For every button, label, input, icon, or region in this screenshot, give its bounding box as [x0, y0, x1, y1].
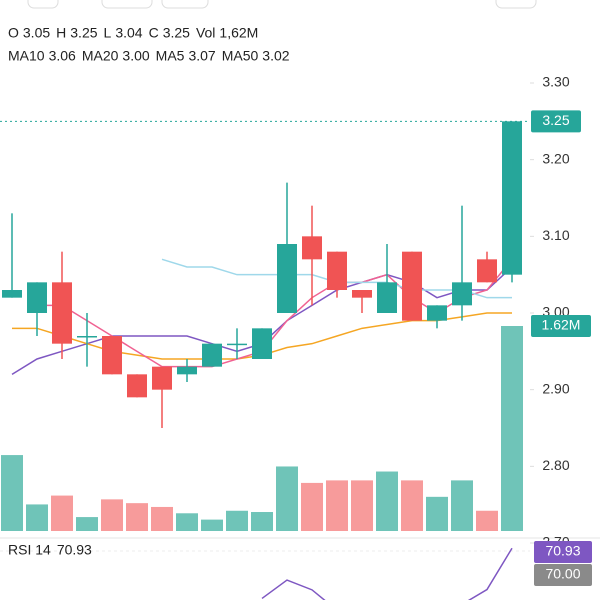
- ohlc-header: O 3.05 H 3.25 L 3.04 C 3.25 Vol 1,62M: [8, 25, 258, 41]
- volume-bar: [401, 480, 423, 531]
- volume-bar: [426, 496, 448, 531]
- candle-body: [27, 282, 47, 313]
- volume-bar: [251, 512, 273, 531]
- candle-body: [502, 121, 522, 275]
- volume-bar: [451, 480, 473, 531]
- volume-bar: [226, 510, 248, 531]
- legend-text: H: [56, 25, 66, 41]
- legend-text: MA20: [82, 48, 119, 64]
- toolbar-button[interactable]: [101, 0, 153, 9]
- candle-body: [427, 305, 447, 321]
- rsi-value: 70.93: [57, 542, 92, 558]
- volume-bar: [301, 482, 323, 531]
- legend-text: MA10: [8, 48, 45, 64]
- volume-bar: [376, 471, 398, 531]
- candle-body: [477, 259, 497, 283]
- legend-text: L: [104, 25, 112, 41]
- rsi-level-badge: [534, 564, 592, 586]
- volume-bar: [76, 517, 98, 531]
- candle-body: [102, 336, 122, 375]
- volume-bar: [151, 506, 173, 531]
- volume-bar: [326, 480, 348, 531]
- volume-bar: [26, 504, 48, 531]
- candle-body: [277, 244, 297, 313]
- ma-legend: MA10 3.06 MA20 3.00 MA5 3.07 MA50 3.02: [8, 48, 290, 64]
- volume-bar: [101, 499, 123, 531]
- candle-body: [452, 282, 472, 306]
- candle-body: [202, 343, 222, 367]
- volume: [1, 326, 523, 531]
- legend-text: 3.05: [23, 25, 50, 41]
- rsi-level-badge-text: 70.00: [545, 566, 580, 582]
- legend-text: Vol: [196, 25, 215, 41]
- y-tick-label: 3.20: [542, 150, 569, 166]
- toolbar-button[interactable]: [495, 0, 537, 9]
- legend-text: 3.07: [188, 48, 215, 64]
- legend-text: 3.25: [70, 25, 97, 41]
- candle-body: [127, 374, 147, 398]
- candle-body: [302, 236, 322, 260]
- candle-body: [377, 282, 397, 313]
- candle-body: [402, 251, 422, 321]
- volume-bar: [176, 513, 198, 531]
- legend-text: 3.02: [262, 48, 289, 64]
- volume-badge-text: 1.62M: [542, 317, 581, 333]
- candle-body: [152, 366, 172, 390]
- candle-body: [77, 336, 97, 338]
- rsi-line: [261, 547, 513, 600]
- candle-body: [352, 290, 372, 298]
- candle-body: [252, 328, 272, 359]
- rsi-badge: [534, 541, 592, 563]
- legend-text: 3.04: [115, 25, 142, 41]
- volume-badge: [531, 315, 591, 337]
- candle-body: [52, 282, 72, 344]
- y-tick-label: 3.30: [542, 74, 569, 90]
- volume-bar: [351, 480, 373, 531]
- volume-bar: [1, 455, 23, 531]
- volume-bar: [201, 519, 223, 531]
- candle-body: [2, 290, 22, 298]
- legend-text: O: [8, 25, 19, 41]
- price-badge: [531, 110, 581, 133]
- volume-bar: [276, 466, 298, 531]
- candle-body: [327, 251, 347, 290]
- candle-body: [227, 343, 247, 346]
- volume-bar: [501, 326, 523, 531]
- toolbar-button[interactable]: [27, 0, 59, 9]
- legend-text: MA50: [222, 48, 259, 64]
- y-tick-label: 2.90: [542, 380, 569, 396]
- y-tick-label: 2.80: [542, 457, 569, 473]
- legend-text: 3.00: [122, 48, 149, 64]
- legend-text: MA5: [156, 48, 185, 64]
- y-tick-label: 3.10: [542, 227, 569, 243]
- rsi-badge-text: 70.93: [545, 543, 580, 559]
- volume-bar: [476, 510, 498, 531]
- candles: [2, 121, 522, 428]
- toolbar-button[interactable]: [161, 0, 209, 9]
- price-badge-text: 3.25: [542, 112, 569, 128]
- candle-body: [177, 366, 197, 375]
- legend-text: C: [149, 25, 159, 41]
- legend-text: 1,62M: [219, 25, 258, 41]
- rsi-name: RSI 14: [8, 542, 51, 558]
- volume-bar: [51, 495, 73, 531]
- rsi-pane: [0, 547, 530, 600]
- legend-text: 3.06: [49, 48, 76, 64]
- legend-text: 3.25: [163, 25, 190, 41]
- volume-bar: [126, 503, 148, 531]
